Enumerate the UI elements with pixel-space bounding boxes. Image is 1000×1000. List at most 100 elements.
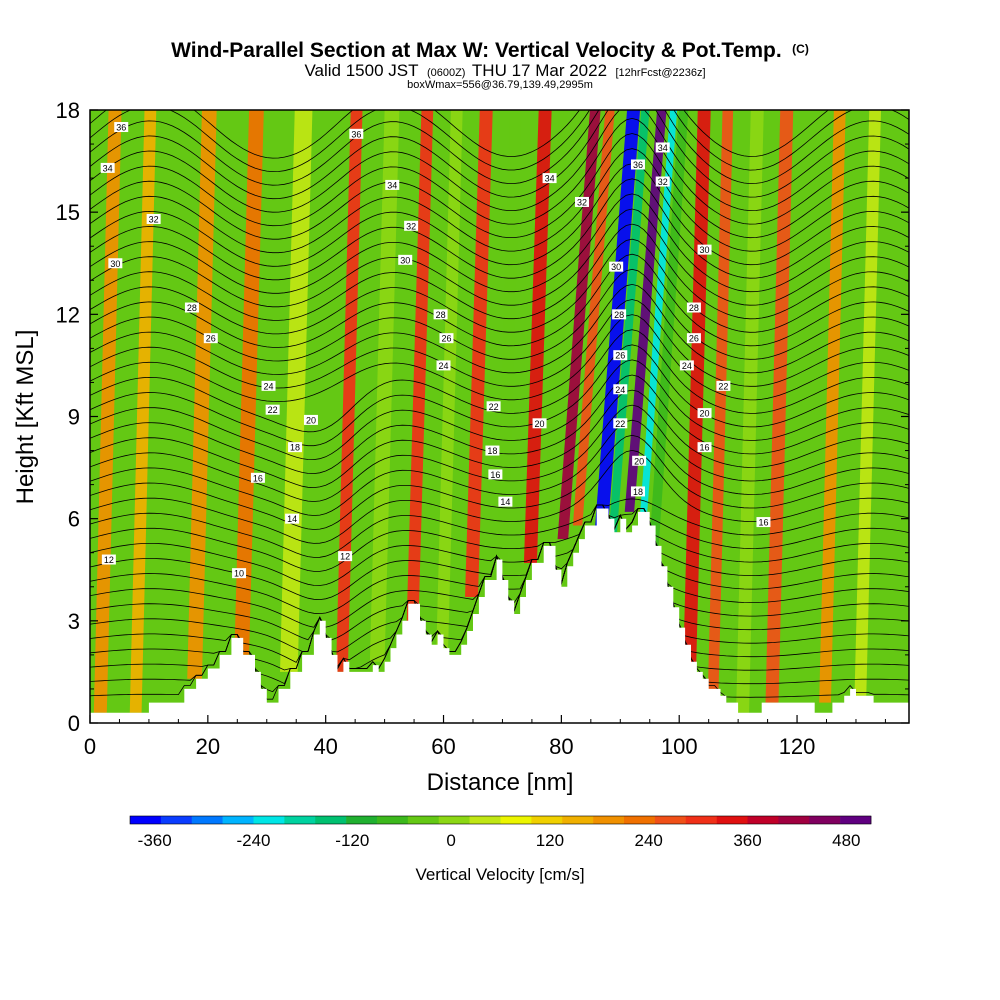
colorbar-segment bbox=[315, 816, 347, 824]
colorbar-tick-label: 0 bbox=[446, 831, 455, 850]
isentrope-line bbox=[90, 117, 909, 227]
isentrope-line bbox=[90, 110, 909, 186]
isentrope-line bbox=[90, 449, 909, 544]
velocity-band bbox=[765, 110, 794, 703]
isentrope-line bbox=[90, 374, 909, 475]
isentrope-line bbox=[90, 110, 909, 200]
isentrope-line bbox=[90, 148, 909, 254]
contour-label: 32 bbox=[406, 221, 416, 231]
contour-label-background bbox=[184, 302, 199, 313]
contour-label-background bbox=[385, 179, 400, 190]
contour-label: 24 bbox=[264, 381, 274, 391]
velocity-band bbox=[523, 110, 552, 563]
x-axis-label: Distance [nm] bbox=[427, 769, 574, 796]
contour-label-background bbox=[232, 568, 247, 579]
contour-label: 26 bbox=[441, 334, 451, 344]
isentrope-line bbox=[90, 133, 909, 240]
contour-label: 24 bbox=[615, 385, 625, 395]
contour-label: 16 bbox=[758, 518, 768, 528]
contour-label-background bbox=[101, 554, 116, 565]
isentrope-line bbox=[90, 504, 909, 572]
velocity-band bbox=[543, 110, 568, 570]
contour-label: 18 bbox=[633, 487, 643, 497]
contour-label: 36 bbox=[351, 129, 361, 139]
velocity-band bbox=[406, 110, 434, 621]
contour-label-background bbox=[630, 486, 645, 497]
isentrope-line bbox=[90, 223, 909, 321]
colorbar-segment bbox=[253, 816, 285, 824]
colorbar-segment bbox=[716, 816, 748, 824]
x-tick-label: 60 bbox=[431, 734, 455, 759]
contour-label: 36 bbox=[633, 160, 643, 170]
isentrope-line bbox=[90, 359, 909, 461]
contour-label: 30 bbox=[611, 262, 621, 272]
contour-label: 32 bbox=[149, 214, 159, 224]
y-tick-label: 6 bbox=[68, 507, 80, 532]
contour-label-background bbox=[338, 551, 353, 562]
colorbar-segment bbox=[160, 816, 193, 824]
colorbar-segment bbox=[531, 816, 563, 824]
contour-label: 30 bbox=[700, 245, 710, 255]
contour-label: 14 bbox=[500, 497, 510, 507]
contour-label-background bbox=[488, 469, 503, 480]
colorbar-segment bbox=[407, 816, 440, 824]
contour-label: 22 bbox=[615, 419, 625, 429]
contour-label-background bbox=[686, 302, 701, 313]
isentrope-line bbox=[90, 389, 909, 489]
isentrope-line bbox=[90, 238, 909, 335]
isentrope-line bbox=[90, 329, 909, 433]
colorbar-segment bbox=[778, 816, 810, 824]
contour-label-background bbox=[655, 142, 670, 153]
velocity-band bbox=[335, 110, 363, 672]
contour-label: 30 bbox=[400, 255, 410, 265]
colorbar-segment bbox=[562, 816, 594, 824]
contour-label-background bbox=[285, 513, 300, 524]
contour-label-background bbox=[630, 159, 645, 170]
y-tick-label: 15 bbox=[56, 200, 80, 225]
contour-label: 26 bbox=[689, 334, 699, 344]
contour-label: 12 bbox=[340, 552, 350, 562]
isentrope-line bbox=[90, 163, 909, 267]
colorbar-tick-label: 240 bbox=[635, 831, 663, 850]
contour-label: 10 bbox=[234, 569, 244, 579]
colorbar bbox=[129, 815, 872, 825]
contour-label: 24 bbox=[682, 361, 692, 371]
contour-label: 16 bbox=[490, 470, 500, 480]
isentrope-line bbox=[90, 208, 909, 308]
contour-label-background bbox=[436, 360, 451, 371]
isentrope-line bbox=[90, 253, 909, 348]
contour-label: 32 bbox=[658, 177, 668, 187]
isentrope-line bbox=[90, 299, 909, 389]
colorbar-tick-label: -120 bbox=[335, 831, 369, 850]
isentrope-line bbox=[90, 314, 909, 403]
isentrope-line bbox=[90, 110, 909, 213]
contour-label: 28 bbox=[614, 310, 624, 320]
velocity-band bbox=[436, 110, 463, 655]
contour-label-background bbox=[542, 173, 557, 184]
x-tick-label: 120 bbox=[779, 734, 816, 759]
isentrope-line bbox=[90, 434, 909, 530]
velocity-band bbox=[646, 110, 689, 587]
contour-label-background bbox=[756, 517, 771, 528]
velocity-band bbox=[280, 110, 313, 672]
colorbar-segment bbox=[377, 816, 409, 824]
x-axis: 0 20 40 60 80 100 120 bbox=[84, 715, 886, 759]
colorbar-tick-labels: -360 -240 -120 0 120 240 360 480 bbox=[138, 831, 861, 850]
contour-label: 32 bbox=[577, 197, 587, 207]
contour-label-background bbox=[265, 404, 280, 415]
y-tick-label: 9 bbox=[68, 405, 80, 430]
contour-label-background bbox=[612, 309, 627, 320]
contour-label-background bbox=[716, 380, 731, 391]
colorbar-segment bbox=[500, 816, 532, 824]
velocity-band bbox=[624, 110, 667, 512]
colorbar-tick-label: -240 bbox=[236, 831, 270, 850]
contour-label-background bbox=[697, 244, 712, 255]
contour-label-background bbox=[632, 455, 647, 466]
colorbar-segment bbox=[191, 816, 223, 824]
contour-label-background bbox=[398, 254, 413, 265]
contour-label: 12 bbox=[104, 555, 114, 565]
colorbar-tick-label: 360 bbox=[733, 831, 761, 850]
contour-label: 16 bbox=[700, 443, 710, 453]
contour-label: 14 bbox=[287, 514, 297, 524]
isentrope-line bbox=[90, 498, 909, 558]
